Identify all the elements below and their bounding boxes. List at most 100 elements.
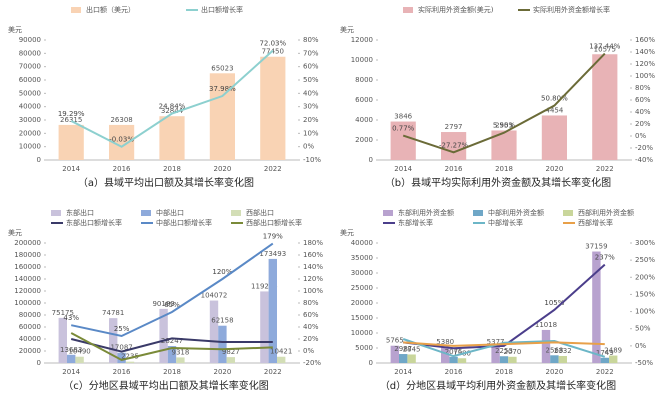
legend-swatch	[231, 210, 241, 216]
bar-value-label: 90183	[152, 300, 174, 308]
line-value-label: -27.27%	[439, 141, 469, 149]
bar	[499, 356, 509, 363]
y2-tick-label: 20%	[635, 120, 651, 128]
bar	[441, 346, 450, 363]
legend-label: 东部利用外资金额	[398, 208, 454, 217]
y-tick-label: 40000	[19, 103, 41, 111]
y-tick-label: 6000	[355, 96, 373, 104]
y2-tick-label: 50%	[303, 76, 319, 84]
bar	[399, 354, 408, 363]
bar	[600, 357, 609, 363]
bar	[441, 132, 467, 160]
y2-tick-label: -20%	[303, 359, 321, 367]
bar	[67, 354, 76, 363]
y-tick-label: 8000	[355, 76, 373, 84]
x-tick-label: 2020	[545, 368, 563, 376]
legend-swatch	[51, 210, 61, 216]
y-tick-label: 10000	[19, 143, 41, 151]
bar-value-label: 3846	[394, 113, 412, 121]
line-value-label: 19.29%	[58, 110, 85, 118]
bar	[491, 346, 500, 363]
y2-tick-label: 80%	[303, 36, 319, 44]
x-tick-label: 2014	[394, 165, 412, 173]
y2-tick-label: 250%	[635, 256, 655, 264]
bar	[159, 308, 168, 363]
bar-value-label: 10490	[68, 348, 90, 356]
bar-value-label: 2987	[394, 345, 412, 353]
y2-tick-label: 80%	[303, 299, 319, 307]
x-tick-label: 2018	[163, 368, 181, 376]
x-tick-label: 2018	[163, 165, 181, 173]
bar	[592, 54, 618, 160]
x-tick-label: 2022	[596, 165, 614, 173]
y2-tick-label: 300%	[635, 239, 655, 247]
line-value-label: 65%	[164, 301, 180, 309]
y-tick-label: 15000	[351, 314, 373, 322]
y2-tick-label: 0%	[303, 143, 314, 151]
y2-tick-label: 40%	[303, 323, 319, 331]
legend-label: 西部增长率	[578, 218, 613, 227]
bar-value-label: 26308	[110, 116, 132, 124]
y-tick-label: 180000	[14, 251, 41, 259]
x-tick-label: 2016	[113, 368, 131, 376]
bar-value-label: 2070	[503, 348, 521, 356]
bar	[117, 352, 126, 363]
chart-caption: （c）分地区县域平均出口额及其增长率变化图	[63, 379, 269, 392]
x-tick-label: 2014	[62, 368, 80, 376]
chart-caption: （a）县域平均出口额及其增长率变化图	[78, 176, 254, 189]
bar-value-label: 2845	[403, 345, 421, 353]
y-tick-label: 0	[369, 156, 373, 164]
y2-tick-label: -50%	[635, 359, 653, 367]
y-axis-label: 美元	[340, 25, 354, 34]
bar	[592, 251, 601, 363]
bar-value-label: 9827	[222, 348, 240, 356]
bar-value-label: 17087	[110, 344, 132, 352]
line-value-label: 179%	[263, 233, 283, 241]
x-tick-label: 2014	[394, 368, 412, 376]
y-tick-label: 100000	[14, 299, 41, 307]
bar-value-label: 62158	[211, 317, 233, 325]
bar	[609, 355, 618, 363]
chart-caption: （b）县域平均实际利用外资金额及其增长率变化图	[385, 176, 611, 189]
line-value-label: 50.80%	[541, 95, 568, 103]
line-value-label: 37.98%	[209, 85, 236, 93]
bar-value-label: 2797	[445, 123, 463, 131]
bar	[390, 345, 399, 363]
bar-value-label: 119285	[251, 282, 278, 290]
y-tick-label: 35000	[351, 254, 373, 262]
bar	[125, 361, 135, 363]
bar	[390, 121, 416, 160]
line-value-label: 137.44%	[589, 43, 620, 51]
line	[70, 332, 273, 362]
y-tick-label: 40000	[351, 239, 373, 247]
legend-swatch	[473, 210, 483, 216]
y-tick-label: 12000	[351, 36, 373, 44]
bar-value-label: 104072	[201, 292, 228, 300]
y2-tick-label: 120%	[635, 60, 655, 68]
y2-tick-label: 10%	[303, 129, 319, 137]
y-tick-label: 120000	[14, 287, 41, 295]
line-value-label: 120%	[212, 268, 232, 276]
y2-tick-label: 30%	[303, 103, 319, 111]
y-tick-label: 40000	[19, 335, 41, 343]
legend-swatch	[141, 210, 151, 216]
legend-label: 西部利用外资金额	[578, 208, 634, 217]
y2-tick-label: 200%	[635, 273, 655, 281]
legend-label: 西部出口	[246, 208, 274, 217]
y2-tick-label: 20%	[303, 335, 319, 343]
legend-label: 实际利用外资金额(美元)	[418, 5, 494, 14]
y-tick-label: 80000	[19, 49, 41, 57]
y2-tick-label: -10%	[303, 156, 321, 164]
legend-label: 中部增长率	[488, 218, 523, 227]
y-tick-label: 4000	[355, 116, 373, 124]
x-tick-label: 2022	[264, 368, 282, 376]
legend-label: 出口额增长率	[201, 5, 243, 14]
bar	[457, 358, 467, 363]
y2-tick-label: 50%	[635, 325, 651, 333]
legend-label: 中部出口	[156, 208, 184, 217]
y2-tick-label: 0%	[303, 347, 314, 355]
bar	[508, 356, 517, 363]
bar	[218, 325, 227, 363]
line-value-label: 43%	[63, 314, 79, 322]
bar-value-label: 5380	[436, 338, 454, 346]
